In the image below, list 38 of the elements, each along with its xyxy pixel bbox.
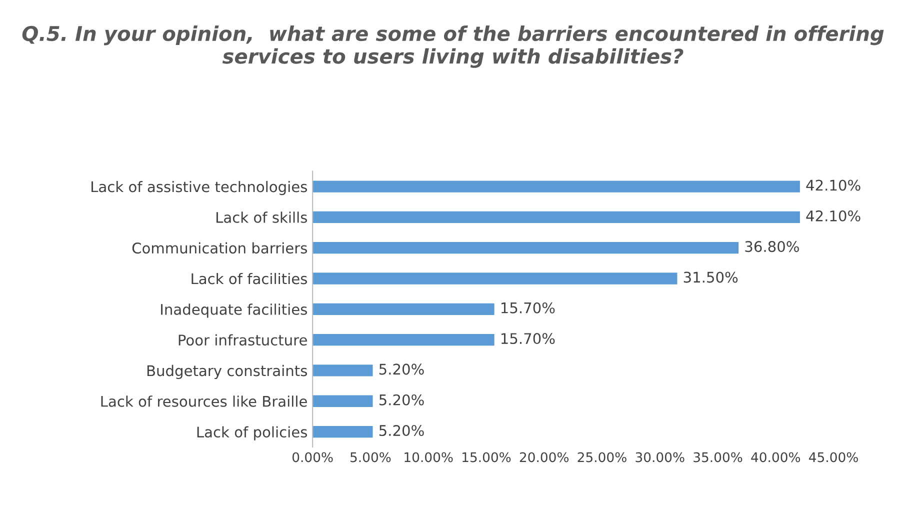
x-tick-label: 40.00%: [751, 452, 800, 462]
bar: [312, 426, 373, 438]
x-tick-label: 10.00%: [404, 452, 453, 462]
x-tick-label: 25.00%: [578, 452, 626, 462]
data-label: 42.10%: [806, 180, 860, 191]
data-label: 5.20%: [379, 364, 424, 375]
data-label: 5.20%: [379, 394, 424, 406]
data-label: 15.70%: [501, 302, 555, 314]
y-tick-label: Lack of skills: [216, 212, 307, 223]
y-tick-label: Lack of assistive technologies: [92, 180, 307, 196]
bar: [312, 334, 494, 346]
chart-title: Q.5. In your opinion, what are some of the barriers encountered in offering services to users living with disabilities?: [22, 26, 884, 68]
data-label: 15.70%: [501, 333, 555, 344]
bar: [312, 303, 494, 315]
y-tick-label: Lack of resources like Braille: [101, 396, 307, 407]
data-label: 5.20%: [379, 424, 424, 436]
bar: [312, 272, 678, 284]
data-label: 42.10%: [806, 210, 860, 222]
y-tick-label: Lack of policies: [197, 426, 307, 440]
y-tick-label: Inadequate facilities: [161, 304, 307, 318]
bar: [312, 211, 800, 223]
y-tick-label: Budgetary constraints: [147, 364, 307, 380]
x-tick-label: 45.00%: [809, 452, 858, 462]
bar: [312, 364, 373, 376]
x-tick-label: 5.00%: [350, 452, 391, 462]
x-tick-label: 20.00%: [520, 452, 569, 462]
bar: [312, 395, 373, 407]
bar: [312, 242, 739, 254]
y-tick-label: Lack of facilities: [192, 272, 307, 284]
y-tick-label: Communication barriers: [132, 242, 307, 254]
x-tick-label: 30.00%: [636, 452, 684, 462]
data-label: 36.80%: [745, 241, 799, 252]
x-tick-label: 35.00%: [694, 452, 742, 462]
data-label: 31.50%: [684, 272, 738, 283]
bar: [312, 180, 800, 192]
y-tick-label: Poor infrastucture: [178, 334, 307, 346]
x-tick-label: 0.00%: [292, 452, 333, 462]
x-tick-label: 15.00%: [462, 452, 511, 462]
